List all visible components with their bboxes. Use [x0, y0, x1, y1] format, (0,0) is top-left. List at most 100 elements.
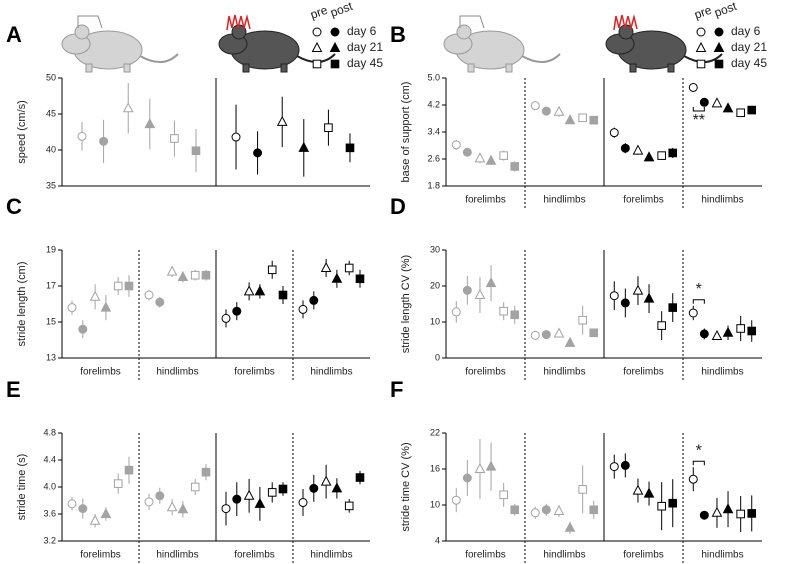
data-point [699, 329, 709, 339]
data-point [736, 324, 745, 333]
data-point [231, 132, 241, 142]
y-tick-label: 3.6 [43, 508, 56, 518]
data-point [578, 315, 587, 325]
panel-letter: E [6, 377, 21, 402]
data-point [89, 290, 101, 301]
data-point [530, 508, 540, 518]
data-point [541, 106, 551, 116]
legend-post: post [328, 0, 355, 20]
data-point [89, 514, 101, 525]
y-tick-label: 20 [430, 280, 440, 290]
data-point [589, 328, 599, 338]
significance-bracket [692, 460, 705, 466]
y-tick-label: 4.8 [43, 427, 56, 437]
data-point [499, 490, 508, 500]
data-point [699, 97, 709, 107]
data-point [276, 115, 288, 126]
y-tick-label: 10 [430, 499, 440, 509]
data-point [190, 270, 200, 280]
data-point [564, 114, 576, 125]
y-axis-label: speed (cm/s) [16, 100, 28, 164]
data-point [711, 329, 723, 341]
data-point [474, 462, 486, 473]
data-point [668, 303, 678, 312]
category-label: forelimbs [623, 367, 664, 378]
category-label: hindlimbs [543, 367, 585, 378]
data-point [355, 274, 365, 284]
category-label: forelimbs [623, 550, 664, 561]
data-point [510, 505, 520, 515]
category-label: hindlimbs [310, 367, 352, 378]
y-tick-label: 22 [430, 427, 440, 437]
data-point [620, 460, 630, 470]
data-point [462, 473, 472, 483]
data-point [331, 482, 343, 493]
y-tick-label: 3.4 [427, 126, 440, 136]
data-point [221, 504, 231, 514]
data-point [278, 484, 288, 494]
data-point [191, 146, 201, 156]
legend-marker [714, 59, 724, 69]
significance-label: ** [693, 112, 705, 129]
data-point [155, 491, 165, 501]
y-axis-label: stride time (s) [16, 454, 28, 521]
category-label: hindlimbs [701, 195, 743, 206]
data-point [541, 505, 551, 515]
category-label: forelimbs [80, 550, 121, 561]
legend-post: post [712, 0, 739, 20]
y-tick-label: 17 [46, 280, 56, 290]
data-point [474, 152, 486, 163]
data-point [298, 304, 308, 314]
data-point [309, 295, 319, 305]
legend-marker [696, 27, 706, 37]
category-label: forelimbs [234, 550, 275, 561]
y-tick-label: 40 [46, 144, 56, 154]
data-point [320, 261, 332, 272]
panel-letter: A [6, 22, 22, 47]
legend-marker [311, 41, 323, 52]
data-point [711, 97, 723, 108]
data-point [736, 108, 745, 118]
data-point [643, 487, 655, 498]
legend-marker [330, 59, 340, 69]
legend-marker [696, 59, 706, 69]
legend-marker [329, 41, 341, 52]
data-point [747, 509, 757, 518]
y-tick-label: 13 [46, 352, 56, 362]
data-point [298, 141, 310, 152]
legend-label: day 6 [347, 24, 377, 38]
data-point [668, 148, 678, 158]
y-tick-label: 4.4 [43, 454, 56, 464]
data-point [609, 128, 619, 138]
data-point [166, 265, 178, 276]
significance-bracket [692, 299, 705, 304]
y-tick-label: 4.0 [43, 481, 56, 491]
data-point [589, 115, 599, 125]
data-point [166, 501, 178, 512]
data-point [451, 495, 461, 505]
control-mouse-b [443, 15, 561, 73]
data-point [324, 123, 333, 132]
data-point [232, 306, 242, 316]
data-point [722, 102, 734, 113]
data-point [232, 494, 242, 504]
data-point [643, 292, 655, 303]
data-point [113, 281, 123, 291]
data-point [113, 479, 123, 488]
data-point [553, 504, 565, 515]
data-point [201, 467, 211, 477]
data-point [462, 285, 472, 295]
data-point [331, 272, 343, 283]
data-point [201, 270, 211, 280]
category-label: hindlimbs [701, 550, 743, 561]
data-point [711, 506, 723, 517]
legend-label: day 45 [731, 56, 767, 70]
data-point [67, 499, 77, 509]
data-point [100, 507, 112, 518]
legend-marker [714, 27, 724, 37]
y-tick-label: 4 [435, 535, 440, 545]
data-point [355, 473, 365, 482]
data-point [278, 290, 288, 300]
significance-label: * [696, 281, 702, 298]
y-tick-label: 0 [435, 352, 440, 362]
